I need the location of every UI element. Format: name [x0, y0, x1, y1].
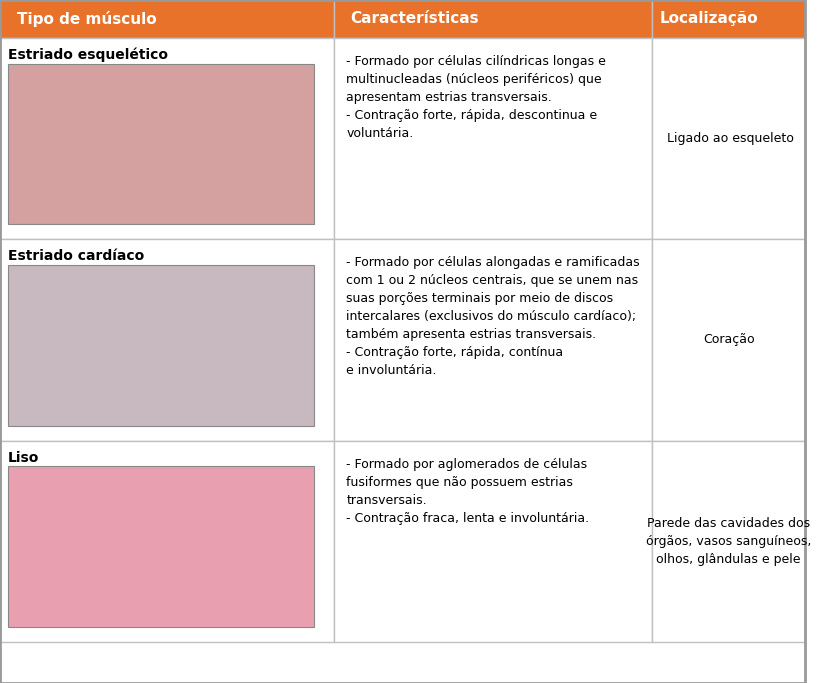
Text: Liso: Liso [8, 451, 40, 464]
Text: - Formado por aglomerados de células
fusiformes que não possuem estrias
transver: - Formado por aglomerados de células fus… [347, 458, 590, 525]
Text: Tipo de músculo: Tipo de músculo [17, 11, 156, 27]
Text: Parede das cavidades dos
órgãos, vasos sanguíneos,
olhos, glândulas e pele: Parede das cavidades dos órgãos, vasos s… [646, 517, 811, 566]
Text: - Formado por células alongadas e ramificadas
com 1 ou 2 núcleos centrais, que s: - Formado por células alongadas e ramifi… [347, 256, 640, 377]
FancyBboxPatch shape [0, 441, 334, 642]
FancyBboxPatch shape [653, 38, 805, 239]
FancyBboxPatch shape [334, 441, 653, 642]
Text: Estriado cardíaco: Estriado cardíaco [8, 249, 144, 263]
FancyBboxPatch shape [334, 239, 653, 441]
FancyBboxPatch shape [0, 38, 334, 239]
FancyBboxPatch shape [0, 239, 334, 441]
FancyBboxPatch shape [8, 64, 314, 224]
FancyBboxPatch shape [653, 441, 805, 642]
Text: Estriado esquelético: Estriado esquelético [8, 48, 168, 62]
FancyBboxPatch shape [0, 0, 334, 38]
FancyBboxPatch shape [8, 466, 314, 627]
FancyBboxPatch shape [334, 0, 653, 38]
Text: - Formado por células cilíndricas longas e
multinucleadas (núcleos periféricos) : - Formado por células cilíndricas longas… [347, 55, 606, 139]
Text: Características: Características [350, 12, 479, 26]
FancyBboxPatch shape [334, 38, 653, 239]
FancyBboxPatch shape [653, 239, 805, 441]
FancyBboxPatch shape [8, 265, 314, 426]
FancyBboxPatch shape [653, 0, 805, 38]
Text: Ligado ao esqueleto: Ligado ao esqueleto [663, 132, 794, 145]
Text: Coração: Coração [703, 333, 754, 346]
Text: Localização: Localização [660, 12, 758, 26]
